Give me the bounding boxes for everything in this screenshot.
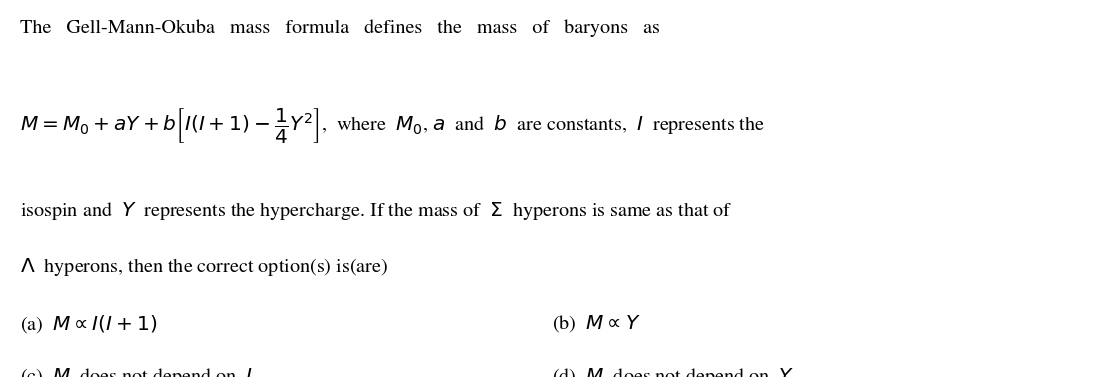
Text: isospin and  $Y$  represents the hypercharge. If the mass of  $\Sigma$  hyperons: isospin and $Y$ represents the hyperchar… (20, 200, 733, 222)
Text: (a)  $M \propto I\left(I+1\right)$: (a) $M \propto I\left(I+1\right)$ (20, 313, 157, 335)
Text: $\Lambda$  hyperons, then the correct option(s) is(are): $\Lambda$ hyperons, then the correct opt… (20, 256, 388, 278)
Text: (c)  $M$  does not depend on  $I$: (c) $M$ does not depend on $I$ (20, 366, 253, 377)
Text: The   Gell-Mann-Okuba   mass   formula   defines   the   mass   of   baryons   a: The Gell-Mann-Okuba mass formula defines… (20, 19, 660, 37)
Text: $M = M_0 + aY + b\left[ I\left(I+1\right)-\dfrac{1}{4}Y^2 \right]$,  where  $M_0: $M = M_0 + aY + b\left[ I\left(I+1\right… (20, 106, 765, 144)
Text: (d)  $M$  does not depend on  $Y$: (d) $M$ does not depend on $Y$ (552, 366, 795, 377)
Text: (b)  $M \propto Y$: (b) $M \propto Y$ (552, 313, 640, 334)
